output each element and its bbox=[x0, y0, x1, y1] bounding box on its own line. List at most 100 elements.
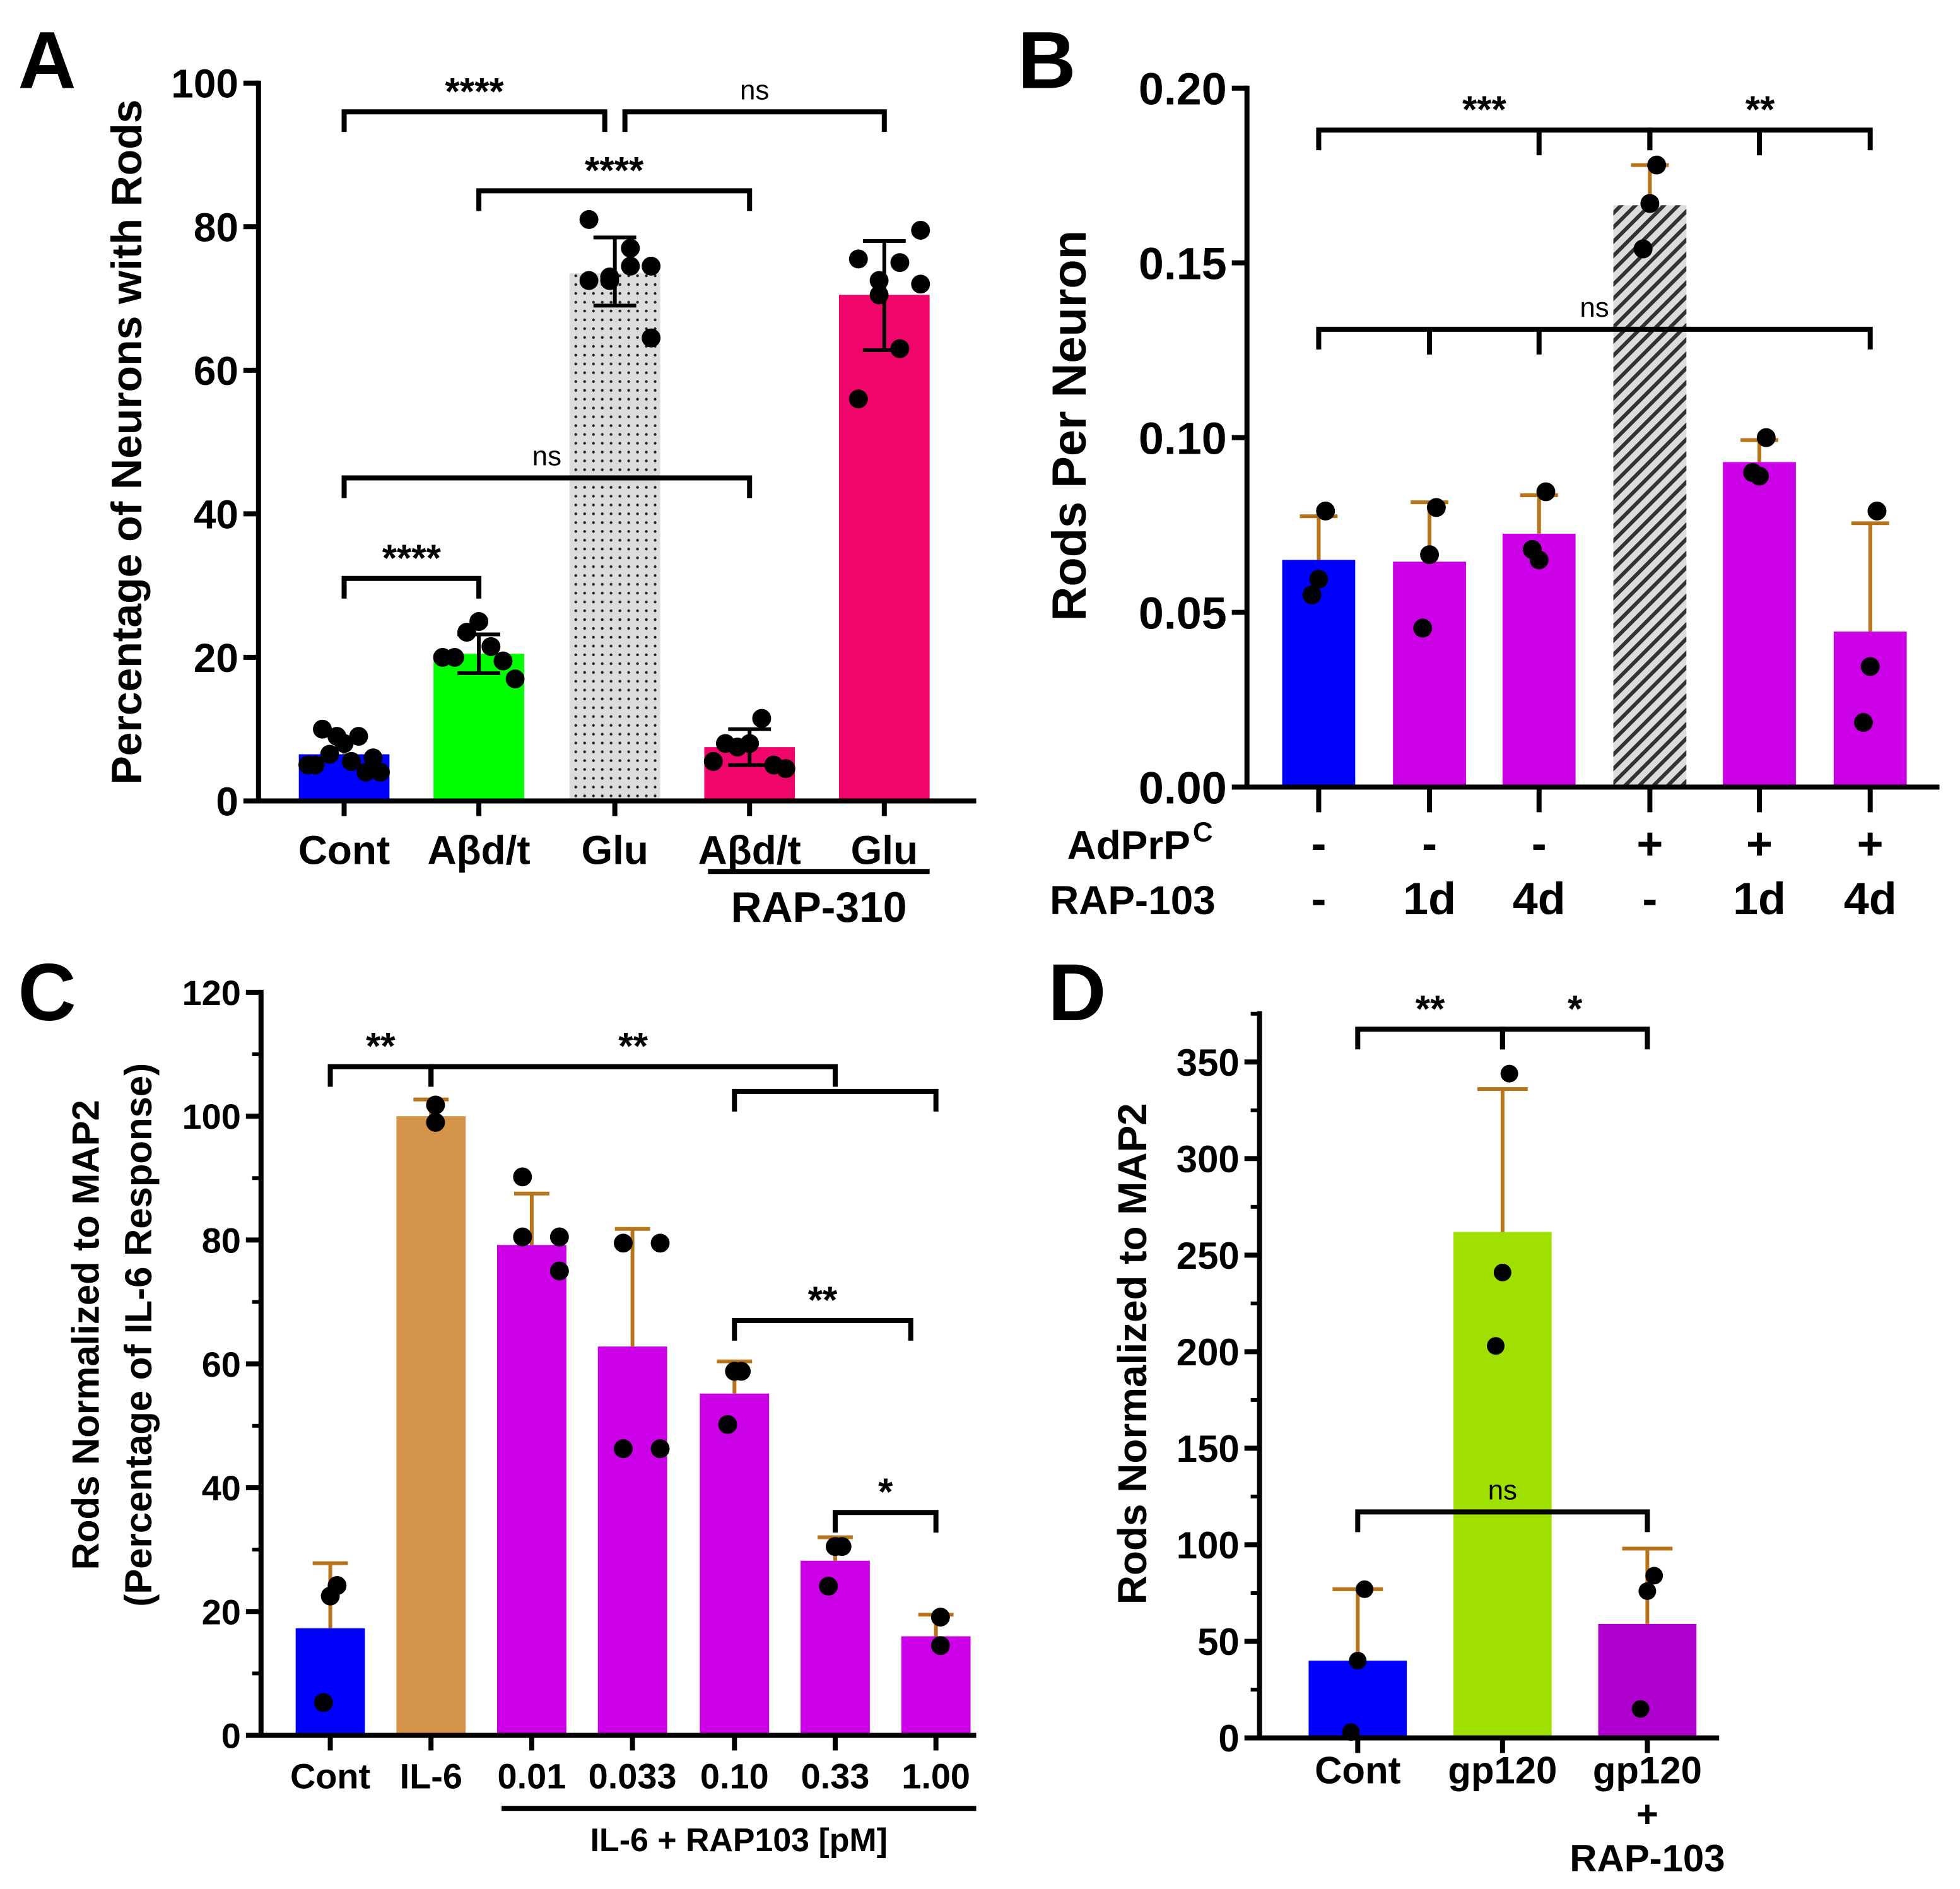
significance-bracket bbox=[622, 109, 887, 132]
x-tick-label: 0.033 bbox=[589, 1756, 677, 1796]
significance-label: * bbox=[1568, 987, 1583, 1030]
significance-label: ** bbox=[366, 1025, 396, 1068]
row-value: 1d bbox=[1733, 874, 1786, 924]
significance-label: **** bbox=[585, 149, 644, 191]
y-tick-label: 0 bbox=[1218, 1717, 1239, 1760]
significance-bracket bbox=[732, 1317, 913, 1341]
data-point bbox=[890, 253, 910, 273]
data-point bbox=[320, 744, 339, 764]
data-point bbox=[549, 1261, 569, 1281]
data-point bbox=[1349, 1652, 1367, 1670]
group-label: IL-6 + RAP103 [pM] bbox=[590, 1821, 888, 1858]
data-point bbox=[911, 220, 930, 240]
data-point bbox=[1743, 463, 1763, 482]
row-label: AdPrP bbox=[1067, 822, 1190, 868]
bar bbox=[1502, 533, 1576, 787]
bar bbox=[1308, 1661, 1407, 1738]
row-value: - bbox=[1311, 874, 1326, 924]
bar bbox=[569, 273, 660, 801]
significance-bracket bbox=[341, 575, 482, 599]
y-tick-label: 20 bbox=[194, 635, 238, 681]
row-value: 4d bbox=[1844, 874, 1897, 924]
significance-label: ** bbox=[1746, 88, 1775, 131]
y-tick-label: 120 bbox=[182, 973, 241, 1013]
y-tick-label: 60 bbox=[194, 348, 238, 394]
y-tick-label: 80 bbox=[202, 1221, 241, 1261]
data-point bbox=[1309, 569, 1329, 589]
data-point bbox=[320, 1586, 340, 1606]
panel-label-b: B bbox=[1018, 16, 1076, 106]
data-point bbox=[1493, 1263, 1511, 1281]
data-point bbox=[613, 1439, 633, 1459]
data-point bbox=[1356, 1580, 1374, 1598]
bar bbox=[838, 295, 930, 801]
y-tick-label: 0 bbox=[221, 1716, 241, 1756]
y-tick-label: 350 bbox=[1177, 1042, 1240, 1084]
y-tick-label: 150 bbox=[1177, 1428, 1240, 1470]
data-point bbox=[642, 256, 661, 276]
data-point bbox=[426, 1112, 445, 1132]
bar bbox=[1393, 562, 1466, 787]
y-tick-label: 0.10 bbox=[1139, 413, 1227, 464]
bar bbox=[1598, 1623, 1697, 1738]
significance-bracket bbox=[341, 475, 753, 498]
data-point bbox=[579, 271, 599, 290]
panel-c: 0 20 40 60 80 100 120 Rods Normalized to MAP2 (P… bbox=[64, 973, 977, 1858]
row-value: + bbox=[1857, 818, 1884, 869]
data-point bbox=[579, 209, 599, 229]
group-label: RAP-310 bbox=[731, 884, 907, 931]
data-point bbox=[1647, 155, 1667, 175]
significance-label: ns bbox=[1488, 1474, 1517, 1505]
y-tick-label: 40 bbox=[194, 491, 238, 537]
x-tick-label: 1.00 bbox=[901, 1756, 970, 1796]
y-tick-label: 0.15 bbox=[1139, 239, 1227, 290]
panel-label-a: A bbox=[18, 16, 76, 106]
significance-bracket bbox=[1499, 1027, 1650, 1050]
significance-bracket bbox=[732, 1088, 939, 1112]
data-point bbox=[1631, 1700, 1650, 1718]
x-tick-label: gp120 bbox=[1448, 1749, 1557, 1791]
data-point bbox=[1420, 545, 1440, 565]
y-axis-label: Rods Per Neuron bbox=[1043, 230, 1096, 621]
data-point bbox=[703, 751, 723, 771]
y-tick-label: 100 bbox=[1177, 1524, 1240, 1567]
data-point bbox=[642, 328, 661, 348]
significance-label: **** bbox=[382, 537, 442, 579]
data-point bbox=[493, 651, 513, 671]
x-tick-label: Cont bbox=[298, 827, 390, 873]
y-tick-label: 0.20 bbox=[1139, 64, 1227, 115]
y-tick-label: 0 bbox=[216, 779, 238, 824]
panel-b: 0.00 0.05 0.10 0.15 0.20 Rods Per Neuron AdPrP… bbox=[1043, 64, 1940, 924]
data-point bbox=[650, 1233, 670, 1253]
y-axis-label: Rods Normalized to MAP2 bbox=[1110, 1103, 1155, 1604]
data-point bbox=[1487, 1337, 1505, 1355]
data-point bbox=[457, 623, 476, 642]
data-point bbox=[469, 612, 489, 631]
significance-bracket bbox=[1647, 127, 1873, 151]
data-point bbox=[371, 762, 390, 782]
bar bbox=[497, 1245, 566, 1736]
y-tick-label: 0.00 bbox=[1139, 763, 1227, 813]
y-tick-label: 250 bbox=[1177, 1235, 1240, 1277]
data-point bbox=[930, 1608, 950, 1627]
row-value: - bbox=[1532, 818, 1547, 869]
data-point bbox=[911, 274, 930, 294]
significance-bracket bbox=[476, 188, 753, 211]
data-point bbox=[930, 1636, 950, 1656]
y-tick-label: 0.05 bbox=[1139, 588, 1227, 638]
x-tick-label: 0.01 bbox=[498, 1756, 566, 1796]
data-point bbox=[1640, 194, 1660, 213]
data-point bbox=[1638, 1582, 1657, 1600]
significance-bracket bbox=[1355, 1509, 1650, 1533]
data-point bbox=[869, 271, 889, 290]
significance-label: ** bbox=[1416, 987, 1445, 1030]
significance-bracket bbox=[1316, 326, 1873, 350]
row-value: - bbox=[1642, 874, 1657, 924]
x-tick-label: gp120 bbox=[1593, 1749, 1702, 1791]
data-point bbox=[621, 256, 640, 276]
y-tick-label: 100 bbox=[171, 61, 238, 107]
row-value: + bbox=[1746, 818, 1773, 869]
y-axis-label-2: (Percentage of IL-6 Response) bbox=[117, 1063, 160, 1607]
significance-label: ns bbox=[740, 74, 769, 105]
